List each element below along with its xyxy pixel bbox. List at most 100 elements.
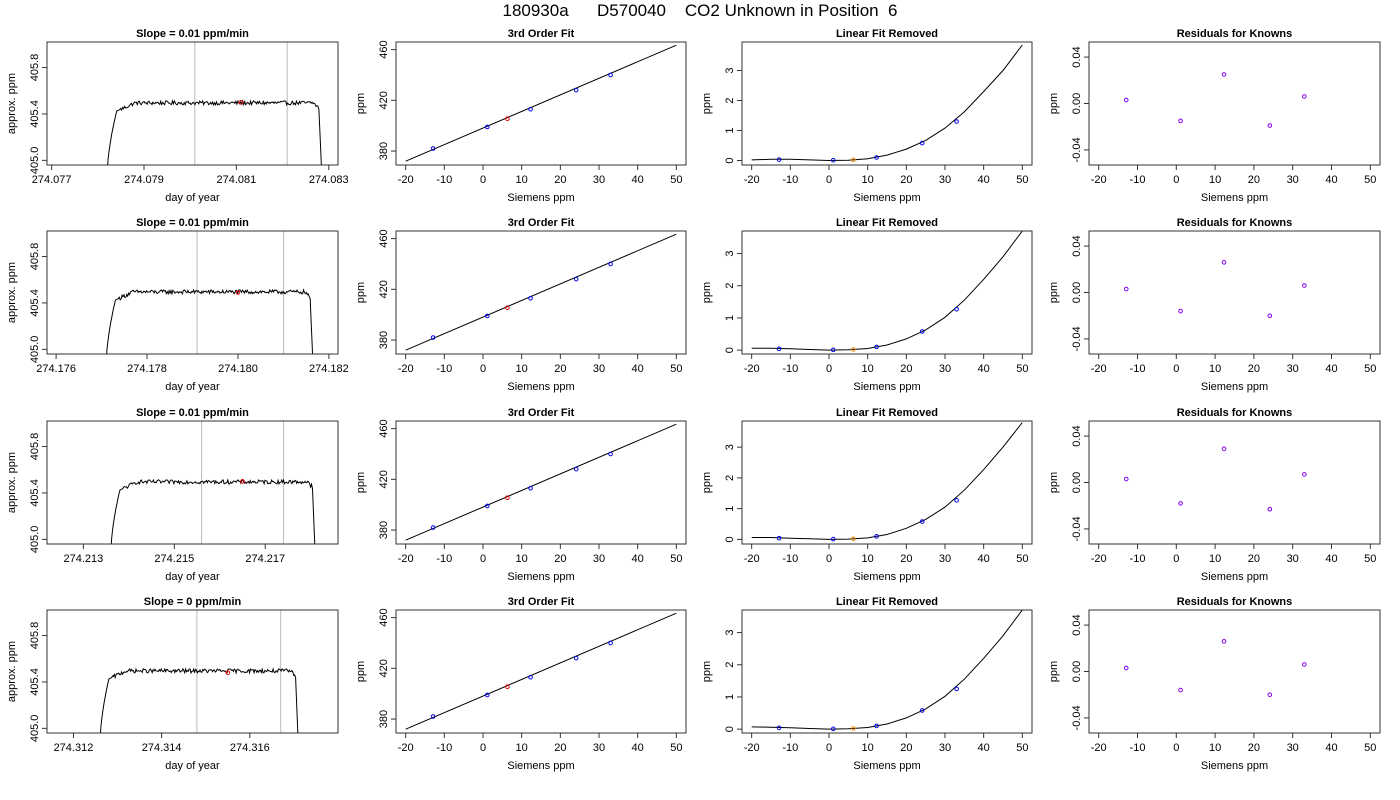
known-standard-point bbox=[528, 674, 533, 680]
x-tick-label: 20 bbox=[900, 363, 912, 375]
x-tick-label: -20 bbox=[1091, 174, 1107, 186]
y-tick-label: 460 bbox=[378, 40, 390, 58]
x-tick-label: 0 bbox=[826, 363, 832, 375]
known-standard-point bbox=[430, 335, 436, 340]
panel-linear-removed-row-1: Linear Fit Removed Siemens ppm ppm -20 -10 0 1… bbox=[701, 28, 1033, 204]
known-standard-point bbox=[573, 276, 579, 282]
plot-area bbox=[110, 421, 316, 544]
y-axis-label: approx. ppm bbox=[6, 262, 18, 323]
y-tick-label: 420 bbox=[378, 470, 390, 488]
residual-point bbox=[1267, 506, 1273, 512]
residual-point bbox=[1302, 283, 1307, 288]
x-tick-label: 40 bbox=[978, 363, 990, 375]
plot-area bbox=[1123, 72, 1307, 128]
panel-fit-row-3: 3rd Order Fit Siemens ppm ppm -20 -10 0 10 20 30… bbox=[355, 407, 687, 583]
x-tick-label: 20 bbox=[900, 553, 912, 565]
x-tick-label: -10 bbox=[782, 174, 798, 186]
y-axis-label: ppm bbox=[1048, 282, 1060, 303]
y-tick-label: 0.04 bbox=[1071, 425, 1083, 446]
concentration-trace bbox=[106, 288, 314, 354]
x-tick-label: 274.083 bbox=[309, 174, 349, 186]
x-axis-label: Siemens ppm bbox=[1201, 760, 1268, 772]
fit-line bbox=[405, 44, 677, 162]
y-tick-label: 420 bbox=[378, 280, 390, 298]
x-tick-label: 274.316 bbox=[230, 742, 270, 754]
panel-linear-removed-row-4: Linear Fit Removed Siemens ppm ppm -20 -10 0 1… bbox=[701, 596, 1033, 772]
x-tick-label: -20 bbox=[1091, 553, 1107, 565]
unknown-sample-point bbox=[505, 684, 510, 690]
x-tick-label: -10 bbox=[1130, 363, 1146, 375]
known-standard-point bbox=[430, 714, 436, 719]
x-tick-label: 30 bbox=[593, 553, 605, 565]
known-standard-point bbox=[573, 655, 579, 661]
known-standard-point bbox=[919, 140, 925, 146]
residual-point bbox=[1178, 687, 1183, 693]
panel-fit-row-2: 3rd Order Fit Siemens ppm ppm -20 -10 0 10 20 30… bbox=[355, 217, 687, 393]
y-tick-label: 1 bbox=[724, 315, 736, 321]
residual-point bbox=[1267, 692, 1273, 698]
x-tick-label: 20 bbox=[1248, 742, 1260, 754]
y-tick-label: 460 bbox=[378, 229, 390, 247]
unknown-mean-marker bbox=[225, 670, 231, 675]
panel-title: Slope = 0.01 ppm/min bbox=[136, 217, 249, 229]
plot-frame bbox=[741, 609, 1033, 734]
y-axis-label: ppm bbox=[355, 472, 367, 493]
y-tick-label: 405.8 bbox=[29, 54, 41, 82]
unknown-mean-marker bbox=[235, 290, 241, 295]
x-tick-label: -10 bbox=[436, 553, 452, 565]
x-tick-label: 30 bbox=[1287, 174, 1299, 186]
y-axis-label: approx. ppm bbox=[6, 452, 18, 513]
x-tick-label: 50 bbox=[670, 174, 682, 186]
y-tick-label: 405.4 bbox=[29, 100, 41, 128]
residual-point bbox=[1178, 308, 1183, 314]
x-tick-label: 274.217 bbox=[245, 553, 285, 565]
y-tick-label: 2 bbox=[724, 97, 736, 103]
y-tick-label: 1 bbox=[724, 127, 736, 133]
plot-frame bbox=[741, 41, 1033, 166]
x-tick-label: -20 bbox=[398, 363, 414, 375]
plot-area bbox=[405, 233, 677, 351]
panel-residuals-row-2: Residuals for Knowns Siemens ppm ppm -20 -10… bbox=[1048, 217, 1381, 393]
x-tick-label: 274.081 bbox=[216, 174, 256, 186]
y-tick-label: 405.8 bbox=[29, 622, 41, 650]
plot-frame bbox=[1088, 609, 1381, 734]
y-axis-label: approx. ppm bbox=[6, 73, 18, 134]
y-tick-label: 405.0 bbox=[29, 526, 41, 554]
panel-title: 3rd Order Fit bbox=[508, 596, 575, 608]
plot-area bbox=[751, 44, 1023, 163]
x-tick-label: 20 bbox=[1248, 174, 1260, 186]
panel-title: Residuals for Knowns bbox=[1177, 407, 1293, 419]
y-axis-label: ppm bbox=[701, 93, 713, 114]
x-tick-label: 30 bbox=[1287, 742, 1299, 754]
x-tick-label: 274.077 bbox=[32, 174, 72, 186]
known-standard-point bbox=[484, 692, 490, 698]
panel-time-series-row-3: Slope = 0.01 ppm/min day of year approx. p… bbox=[6, 407, 339, 583]
x-tick-label: -10 bbox=[1130, 553, 1146, 565]
x-tick-label: 40 bbox=[632, 363, 644, 375]
concentration-trace bbox=[100, 667, 299, 733]
residual-point bbox=[1221, 72, 1227, 77]
x-tick-label: 50 bbox=[670, 553, 682, 565]
x-tick-label: 10 bbox=[862, 742, 874, 754]
panel-time-series-row-2: Slope = 0.01 ppm/min day of year approx. p… bbox=[6, 217, 349, 393]
x-tick-label: 20 bbox=[554, 174, 566, 186]
known-standard-point bbox=[608, 72, 613, 78]
y-axis-label: ppm bbox=[701, 282, 713, 303]
x-axis-label: Siemens ppm bbox=[1201, 571, 1268, 583]
residual-point bbox=[1178, 118, 1183, 124]
known-standard-point bbox=[776, 725, 782, 731]
y-axis-label: approx. ppm bbox=[6, 641, 18, 702]
x-tick-label: 50 bbox=[1016, 174, 1028, 186]
panel-title: Residuals for Knowns bbox=[1177, 217, 1293, 229]
y-tick-label: -0.04 bbox=[1071, 705, 1083, 730]
y-axis-label: ppm bbox=[1048, 661, 1060, 682]
plot-area bbox=[100, 610, 299, 733]
residual-point bbox=[1123, 97, 1129, 103]
y-tick-label: 405.4 bbox=[29, 668, 41, 696]
x-tick-label: 40 bbox=[632, 174, 644, 186]
panel-title: Linear Fit Removed bbox=[836, 28, 938, 40]
x-tick-label: -10 bbox=[1130, 742, 1146, 754]
residual-point bbox=[1221, 260, 1227, 265]
x-tick-label: -10 bbox=[436, 742, 452, 754]
known-standard-point bbox=[830, 726, 836, 732]
